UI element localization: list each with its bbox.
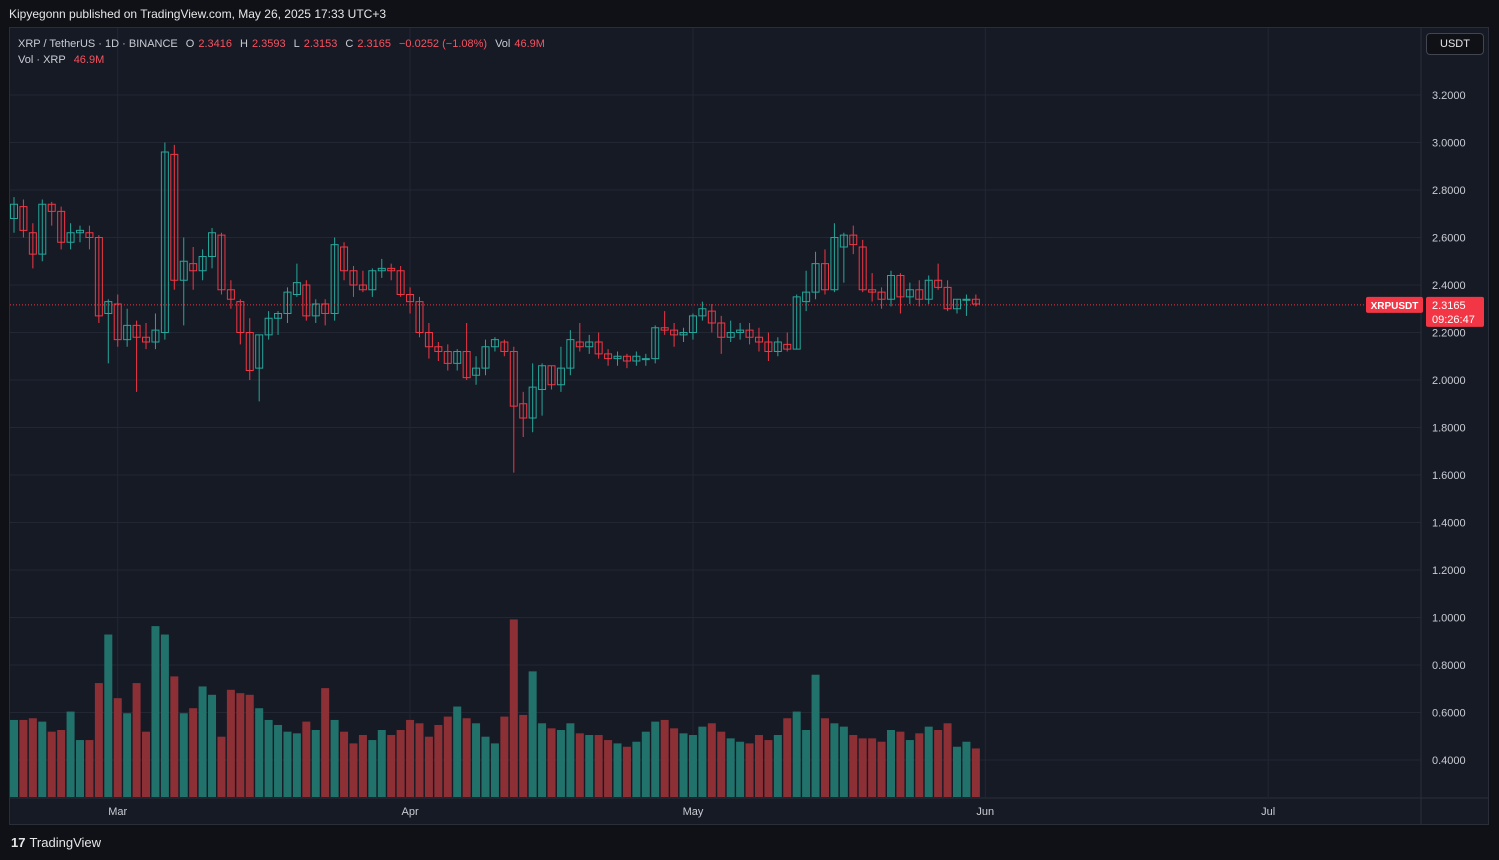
change-value: −0.0252 (−1.08%) bbox=[398, 38, 488, 50]
tradingview-logo[interactable]: 17 TradingView bbox=[11, 835, 101, 850]
bottom-bar bbox=[0, 826, 1499, 860]
publisher-text: Kipyegonn published on TradingView.com, … bbox=[9, 7, 387, 21]
close-label: C bbox=[345, 38, 354, 50]
volume-row-label[interactable]: Vol · XRP bbox=[18, 54, 66, 66]
vol-label: Vol bbox=[495, 38, 511, 50]
brand-name: TradingView bbox=[29, 835, 102, 850]
vol-value: 46.9M bbox=[514, 38, 545, 50]
open-label: O bbox=[185, 38, 195, 50]
currency-button[interactable]: USDT bbox=[1426, 33, 1484, 55]
volume-row-value: 46.9M bbox=[73, 54, 105, 66]
high-label: H bbox=[239, 38, 248, 50]
symbol-label[interactable]: XRP / TetherUS · 1D · BINANCE bbox=[18, 38, 178, 50]
low-value: 2.3153 bbox=[303, 38, 338, 50]
close-value: 2.3165 bbox=[357, 38, 391, 50]
chart-frame[interactable] bbox=[9, 27, 1489, 825]
low-label: L bbox=[293, 38, 300, 50]
high-value: 2.3593 bbox=[251, 38, 286, 50]
open-value: 2.3416 bbox=[198, 38, 232, 50]
top-bar: Kipyegonn published on TradingView.com, … bbox=[0, 0, 1499, 27]
tradingview-mark-icon: 17 bbox=[11, 835, 26, 850]
